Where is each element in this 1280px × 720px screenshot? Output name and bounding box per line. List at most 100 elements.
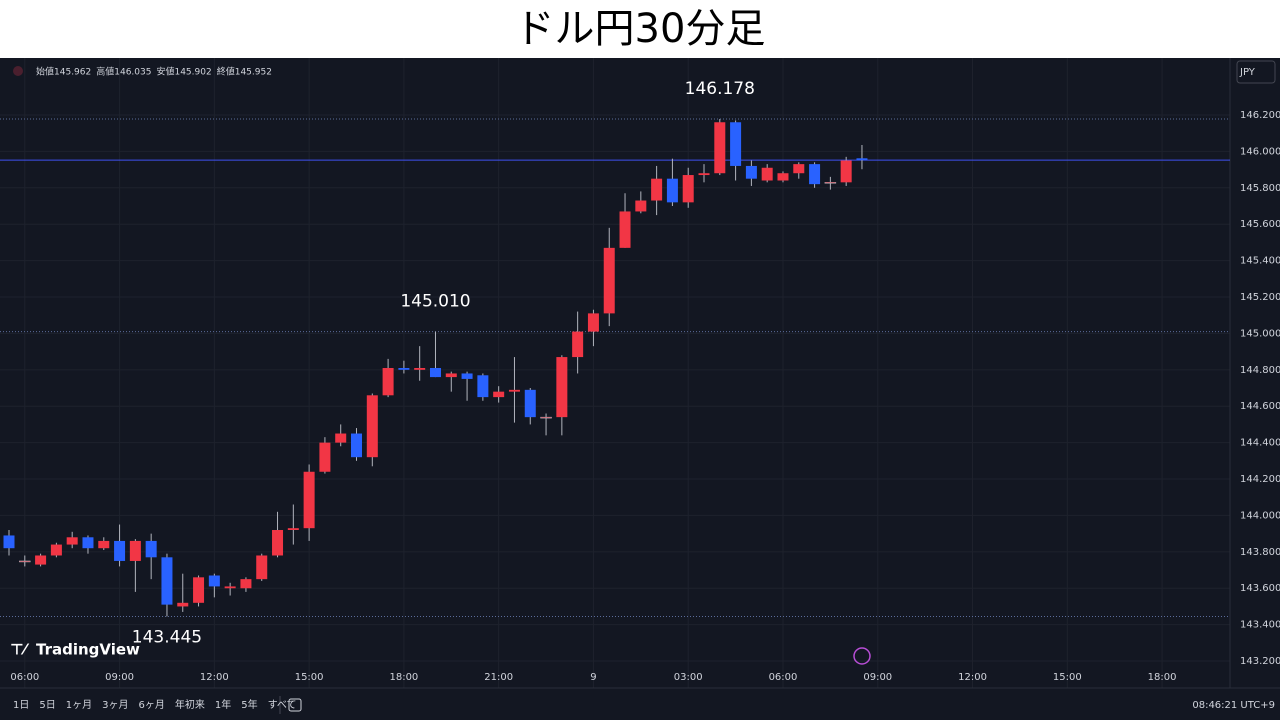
x-tick-label: 09:00 — [863, 672, 892, 683]
x-tick-label: 15:00 — [1053, 672, 1082, 683]
candle-body — [161, 557, 173, 605]
toolbar — [0, 689, 1280, 720]
legend-value: 145.962 — [54, 68, 91, 78]
range-button[interactable]: 3ヶ月 — [102, 699, 128, 711]
candle-body — [477, 375, 489, 398]
range-button[interactable]: すべて — [268, 699, 297, 711]
y-tick-label: 143.600 — [1240, 583, 1280, 594]
y-tick-label: 143.800 — [1240, 547, 1280, 558]
candle-body — [145, 540, 157, 558]
candle-body — [177, 602, 189, 607]
y-tick-label: 144.800 — [1240, 365, 1280, 376]
candle-body — [603, 247, 615, 314]
candle-body — [129, 540, 141, 561]
candle-body — [35, 555, 47, 565]
candle-body — [809, 164, 821, 185]
candle-body — [761, 167, 773, 181]
currency-button[interactable] — [1236, 60, 1276, 84]
legend-label: 終値 — [217, 66, 235, 78]
candle-body — [777, 173, 789, 181]
candle-body — [224, 586, 236, 589]
candle-body — [240, 579, 252, 589]
candle-body — [587, 313, 599, 332]
candle-body — [635, 200, 647, 212]
candle-body — [82, 537, 94, 549]
candle-body — [429, 367, 441, 378]
candle-body — [114, 540, 126, 561]
candle-body — [856, 158, 868, 161]
legend-label: 始値 — [36, 66, 54, 78]
candle-body — [508, 389, 520, 392]
annotation: 145.010 — [400, 292, 470, 312]
symbol-icon — [13, 66, 23, 76]
annotation: 146.178 — [685, 79, 755, 99]
date-range-icon[interactable] — [288, 698, 302, 712]
candle-body — [382, 367, 394, 396]
range-button[interactable]: 1ヶ月 — [66, 699, 92, 711]
range-button[interactable]: 年初来 — [175, 698, 205, 711]
y-tick-label: 145.400 — [1240, 256, 1280, 267]
candle-body — [66, 537, 78, 545]
candle-body — [698, 173, 710, 176]
y-tick-label: 144.000 — [1240, 510, 1280, 521]
chart: JPY ⊤⁄ TradingView 08:46:21 UTC+9 143.20… — [0, 58, 1280, 720]
x-tick-label: 09:00 — [105, 672, 134, 683]
candle-body — [524, 389, 536, 418]
candle-body — [256, 555, 268, 580]
candle-body — [335, 433, 347, 443]
candle-body — [666, 178, 678, 203]
candle-body — [556, 357, 568, 418]
candle-body — [540, 416, 552, 419]
candle-body — [50, 544, 62, 556]
y-tick-label: 143.200 — [1240, 656, 1280, 667]
candle-body — [824, 182, 837, 184]
candle-body — [287, 528, 299, 530]
candle-body — [193, 577, 205, 603]
range-button[interactable]: 6ヶ月 — [139, 699, 165, 711]
candle-body — [572, 331, 584, 358]
y-tick-label: 144.400 — [1240, 438, 1280, 449]
candle-body — [445, 373, 457, 378]
header: ドル円30分足 — [0, 0, 1280, 58]
currency[interactable]: JPY — [1239, 67, 1256, 78]
y-tick-label: 143.400 — [1240, 620, 1280, 631]
y-tick-label: 145.200 — [1240, 292, 1280, 303]
candle-body — [351, 433, 363, 458]
y-tick-label: 145.000 — [1240, 328, 1280, 339]
x-tick-label: 9 — [590, 672, 596, 683]
legend-value: 145.902 — [174, 68, 211, 78]
candle-body — [714, 122, 726, 174]
chart-title: ドル円30分足 — [514, 6, 766, 52]
candle-body — [493, 391, 505, 398]
range-button[interactable]: 1日 — [13, 700, 29, 711]
candle-body — [19, 560, 31, 563]
range-button[interactable]: 5年 — [241, 698, 257, 711]
candle-body — [840, 160, 852, 183]
candle-body — [619, 211, 631, 248]
brand-icon: ⊤⁄ — [10, 641, 30, 659]
x-tick-label: 18:00 — [389, 672, 418, 683]
y-tick-label: 145.600 — [1240, 219, 1280, 230]
x-tick-label: 12:00 — [958, 672, 987, 683]
candle-body — [414, 367, 426, 370]
candle-body — [272, 529, 284, 556]
x-tick-label: 21:00 — [484, 672, 513, 683]
chart-background — [0, 58, 1280, 720]
legend-label: 高値 — [96, 66, 114, 78]
brand: TradingView — [36, 641, 140, 659]
y-tick-label: 146.000 — [1240, 146, 1280, 157]
x-tick-label: 06:00 — [769, 672, 798, 683]
clock: 08:46:21 UTC+9 — [1192, 700, 1275, 711]
candle-body — [398, 367, 410, 370]
annotation: 143.445 — [132, 627, 202, 647]
x-tick-label: 06:00 — [10, 672, 39, 683]
y-tick-label: 145.800 — [1240, 183, 1280, 194]
range-button[interactable]: 5日 — [39, 700, 55, 711]
candle-body — [366, 395, 378, 458]
candle-body — [793, 164, 805, 174]
range-button[interactable]: 1年 — [215, 698, 231, 711]
alert-icon[interactable] — [853, 647, 871, 665]
x-tick-label: 18:00 — [1148, 672, 1177, 683]
candle-body — [745, 165, 757, 179]
candle-body — [303, 471, 315, 529]
